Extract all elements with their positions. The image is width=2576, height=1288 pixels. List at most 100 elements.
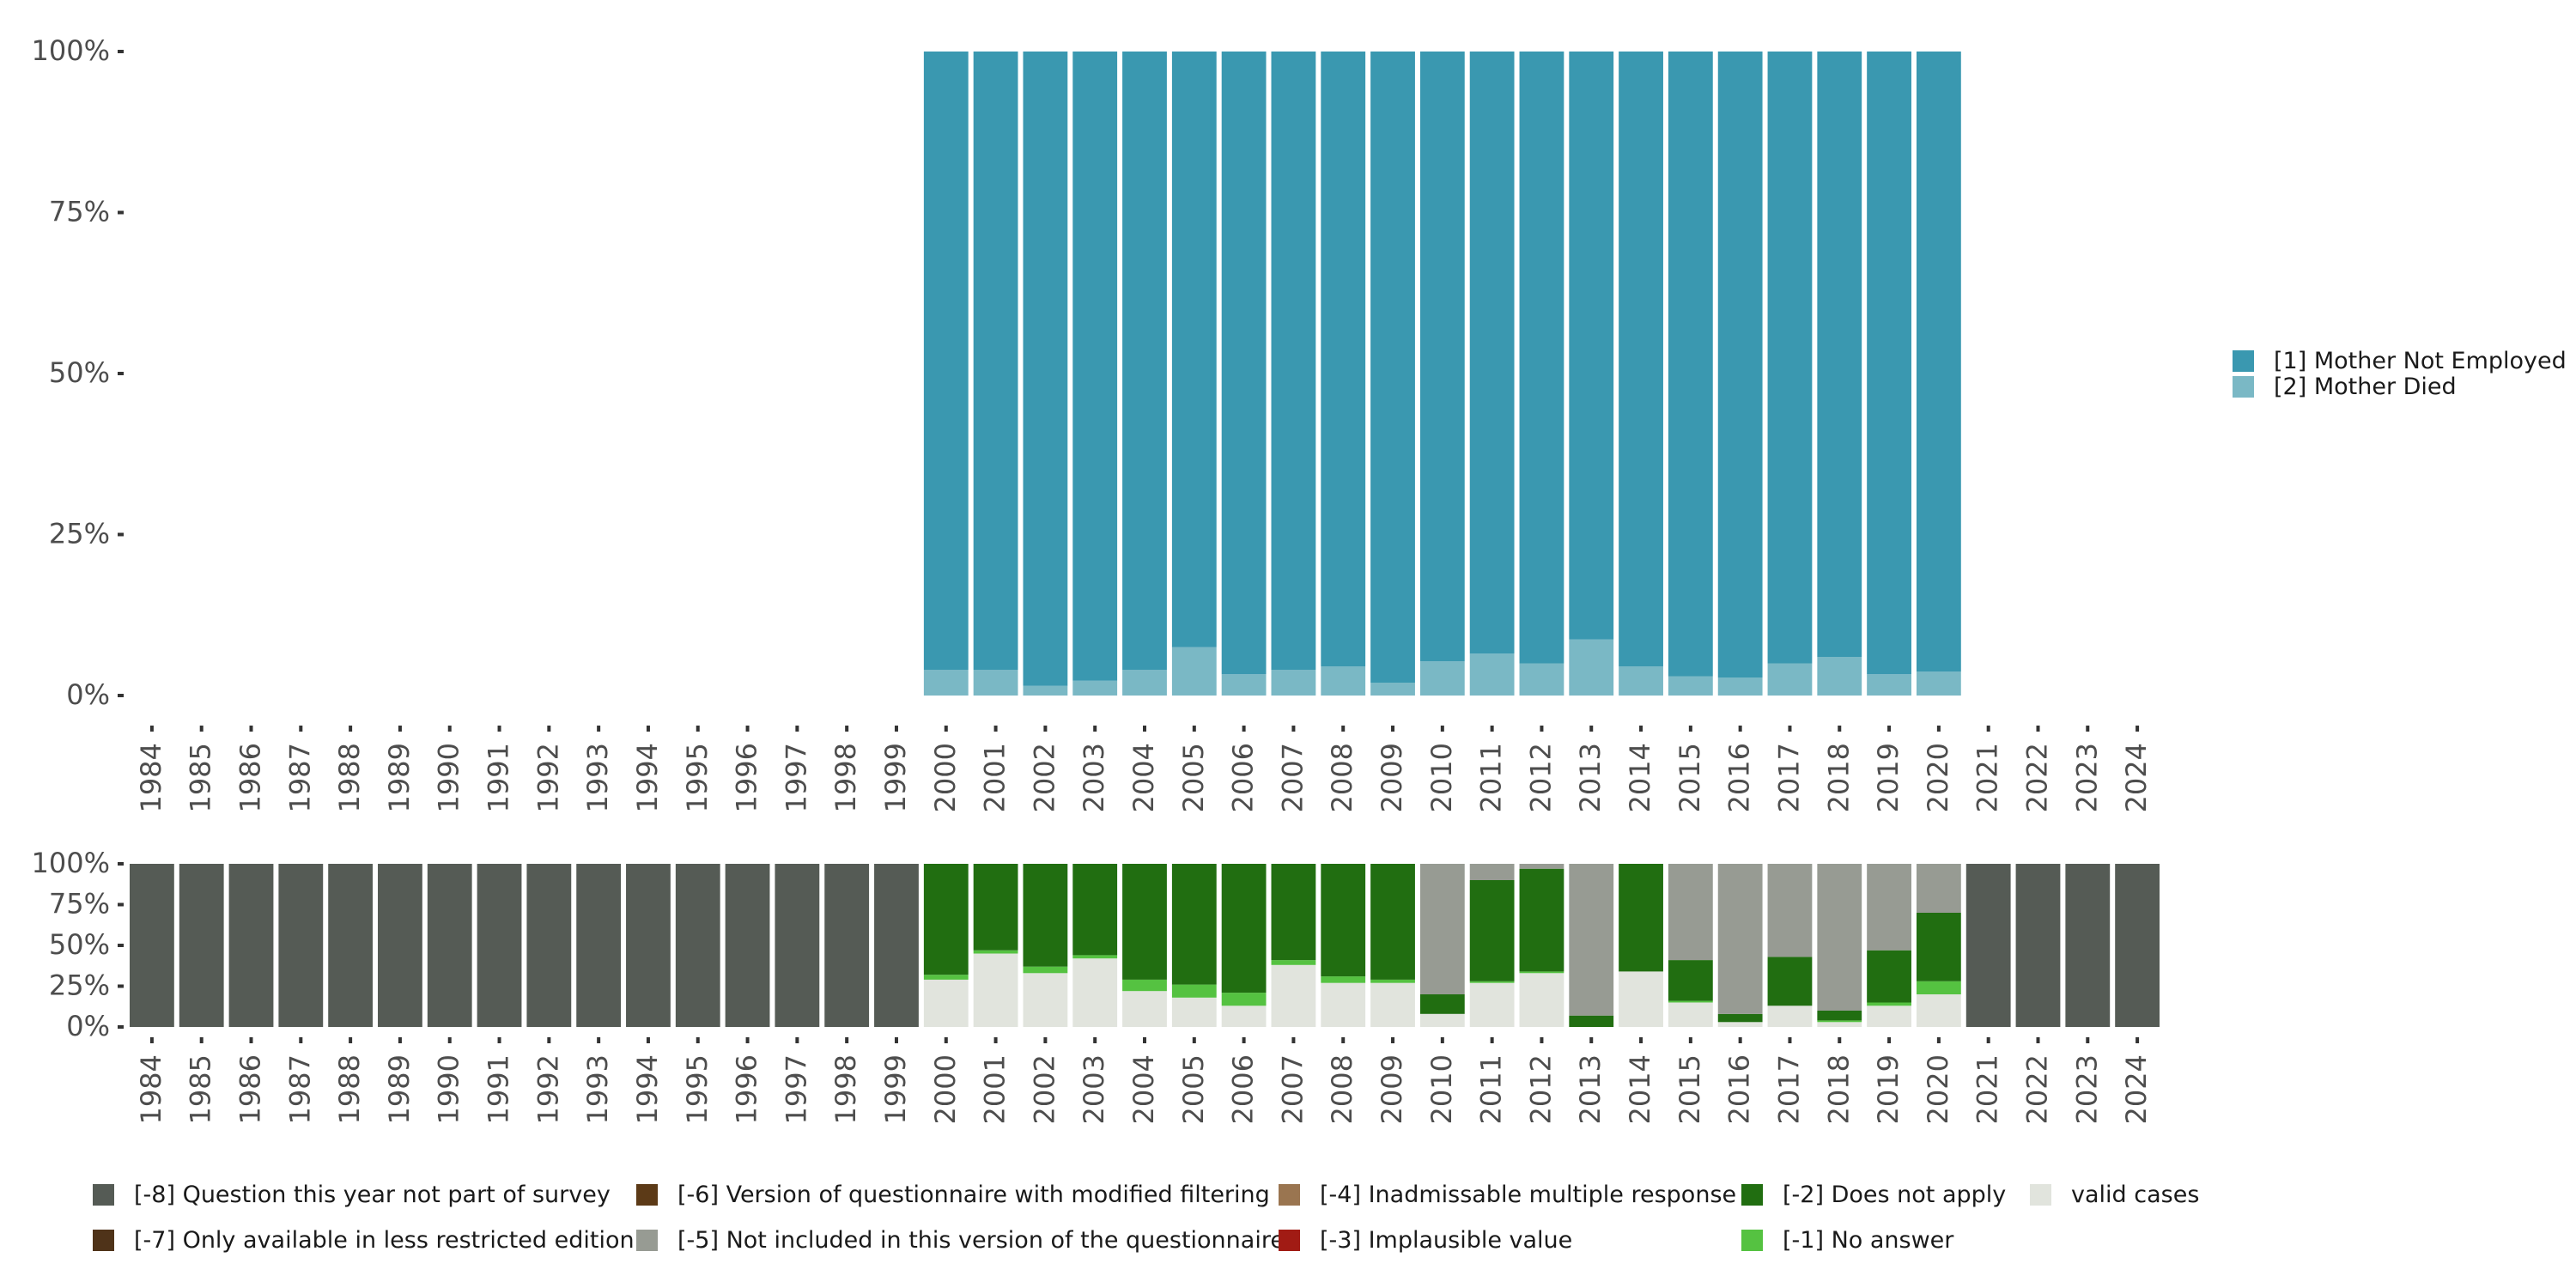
bar-2-mother-died-2000 — [923, 670, 969, 696]
bar-8-question-this-year-not-part-of-survey-1996 — [725, 864, 770, 1027]
x-tick-label-2010: 2010 — [1425, 743, 1458, 812]
y-tick-label: 0% — [66, 678, 110, 711]
x-tick-label-1993: 1993 — [581, 743, 614, 812]
x-tick-label-2022: 2022 — [2020, 1054, 2053, 1124]
bar-5-not-included-in-this-version-of-the-questionnaire-2011 — [1469, 864, 1515, 880]
legend-swatch — [1741, 1230, 1763, 1251]
bar-2-mother-died-2001 — [973, 670, 1018, 696]
x-tick-label-2000: 2000 — [929, 1054, 962, 1124]
legend-swatch — [2030, 1184, 2051, 1206]
bar-8-question-this-year-not-part-of-survey-1988 — [328, 864, 374, 1027]
y-tick-label: 100% — [32, 847, 110, 879]
bar-valid-cases-2011 — [1469, 982, 1515, 1027]
x-tick-label-2019: 2019 — [1872, 1054, 1905, 1124]
bar-1-no-answer-2018 — [1817, 1020, 1862, 1023]
bar-1-no-answer-2011 — [1469, 981, 1515, 983]
x-tick-label-2006: 2006 — [1227, 1054, 1260, 1124]
bar-8-question-this-year-not-part-of-survey-1985 — [179, 864, 224, 1027]
legend-swatch — [636, 1184, 658, 1206]
x-tick-label-2007: 2007 — [1276, 743, 1309, 812]
bar-8-question-this-year-not-part-of-survey-1987 — [278, 864, 324, 1027]
x-tick-label-1999: 1999 — [879, 1054, 912, 1124]
x-tick-label-2008: 2008 — [1326, 743, 1358, 812]
legend-label: [-1] No answer — [1783, 1227, 1954, 1254]
x-tick-label-2001: 2001 — [979, 743, 1012, 812]
x-tick-label-2013: 2013 — [1574, 1054, 1607, 1124]
bar-2-does-not-apply-2006 — [1221, 864, 1267, 993]
x-tick-label-2022: 2022 — [2020, 743, 2053, 812]
bar-2-does-not-apply-2004 — [1122, 864, 1167, 980]
x-tick-label-1989: 1989 — [383, 743, 416, 812]
bar-valid-cases-2008 — [1321, 982, 1366, 1027]
bar-1-mother-not-employed-2019 — [1867, 52, 1911, 675]
bar-valid-cases-2007 — [1271, 964, 1316, 1027]
bar-1-no-answer-2006 — [1221, 993, 1267, 1006]
legend-swatch — [1741, 1184, 1763, 1206]
bar-8-question-this-year-not-part-of-survey-1997 — [775, 864, 820, 1027]
legend-swatch — [93, 1230, 114, 1251]
x-tick-label-2017: 2017 — [1772, 743, 1805, 812]
bar-valid-cases-2006 — [1221, 1005, 1267, 1027]
legend-item-code-6: [-6] Version of questionnaire with modif… — [636, 1182, 1270, 1208]
bar-valid-cases-2012 — [1519, 973, 1564, 1027]
bar-1-no-answer-2005 — [1171, 984, 1217, 998]
x-tick-label-1990: 1990 — [433, 743, 465, 812]
bar-2-does-not-apply-2002 — [1023, 864, 1068, 967]
bar-8-question-this-year-not-part-of-survey-1994 — [626, 864, 671, 1027]
bar-2-mother-died-2006 — [1221, 674, 1267, 696]
bar-1-no-answer-2000 — [923, 975, 969, 980]
bar-1-mother-not-employed-2005 — [1171, 52, 1217, 647]
bar-1-mother-not-employed-2008 — [1321, 52, 1366, 667]
legend-label: [1] Mother Not Employed — [2274, 348, 2567, 374]
legend-item-mother-died: [2] Mother Died — [2233, 374, 2457, 400]
legend-label: [-5] Not included in this version of the… — [677, 1227, 1285, 1254]
x-tick-label-1995: 1995 — [681, 1054, 714, 1124]
bar-1-no-answer-2012 — [1519, 971, 1564, 974]
bar-valid-cases-2009 — [1370, 982, 1415, 1027]
bar-valid-cases-2019 — [1867, 1005, 1911, 1027]
x-tick-label-2015: 2015 — [1674, 1054, 1706, 1124]
bar-1-mother-not-employed-2000 — [923, 52, 969, 670]
bar-1-no-answer-2020 — [1916, 981, 1961, 994]
bar-2-does-not-apply-2000 — [923, 864, 969, 975]
bar-1-mother-not-employed-2017 — [1767, 52, 1813, 664]
bar-8-question-this-year-not-part-of-survey-1998 — [824, 864, 870, 1027]
x-tick-label-2011: 2011 — [1475, 1054, 1508, 1124]
x-tick-label-2006: 2006 — [1227, 743, 1260, 812]
bar-2-does-not-apply-2018 — [1817, 1011, 1862, 1021]
bar-8-question-this-year-not-part-of-survey-1984 — [130, 864, 174, 1027]
x-tick-label-1986: 1986 — [234, 1054, 267, 1124]
y-tick-label: 75% — [49, 196, 110, 228]
bar-5-not-included-in-this-version-of-the-questionnaire-2016 — [1717, 864, 1763, 1014]
bar-1-mother-not-employed-2012 — [1519, 52, 1564, 664]
bar-2-mother-died-2003 — [1072, 680, 1118, 696]
legend-label: [-3] Implausible value — [1320, 1227, 1573, 1254]
bar-1-mother-not-employed-2011 — [1469, 52, 1515, 654]
y-tick-label: 50% — [49, 928, 110, 961]
bar-2-does-not-apply-2016 — [1717, 1013, 1763, 1023]
bar-valid-cases-2001 — [973, 953, 1018, 1027]
bar-1-mother-not-employed-2009 — [1370, 52, 1415, 683]
x-tick-label-1992: 1992 — [532, 743, 564, 812]
bar-2-does-not-apply-2017 — [1767, 957, 1813, 1006]
x-tick-label-2018: 2018 — [1822, 1054, 1855, 1124]
x-tick-label-2007: 2007 — [1276, 1054, 1309, 1124]
x-tick-label-1989: 1989 — [383, 1054, 416, 1124]
bar-valid-cases-2003 — [1072, 958, 1118, 1027]
x-tick-label-2009: 2009 — [1376, 1054, 1408, 1124]
bar-5-not-included-in-this-version-of-the-questionnaire-2013 — [1569, 864, 1614, 1016]
legend-item-valid: valid cases — [2030, 1182, 2199, 1208]
bar-1-no-answer-2001 — [973, 950, 1018, 954]
x-tick-label-2016: 2016 — [1723, 1054, 1756, 1124]
bar-1-no-answer-2002 — [1023, 966, 1068, 974]
x-tick-label-1997: 1997 — [780, 1054, 812, 1124]
legend-label: [-6] Version of questionnaire with modif… — [677, 1182, 1270, 1208]
bar-2-mother-died-2020 — [1916, 671, 1961, 696]
bar-2-mother-died-2007 — [1271, 670, 1316, 696]
bar-2-mother-died-2018 — [1817, 657, 1862, 696]
bar-8-question-this-year-not-part-of-survey-2024 — [2115, 864, 2160, 1027]
x-tick-label-1994: 1994 — [631, 1054, 664, 1124]
x-tick-label-2021: 2021 — [1971, 743, 2004, 812]
bar-valid-cases-2014 — [1619, 971, 1663, 1027]
bar-8-question-this-year-not-part-of-survey-1995 — [675, 864, 720, 1027]
